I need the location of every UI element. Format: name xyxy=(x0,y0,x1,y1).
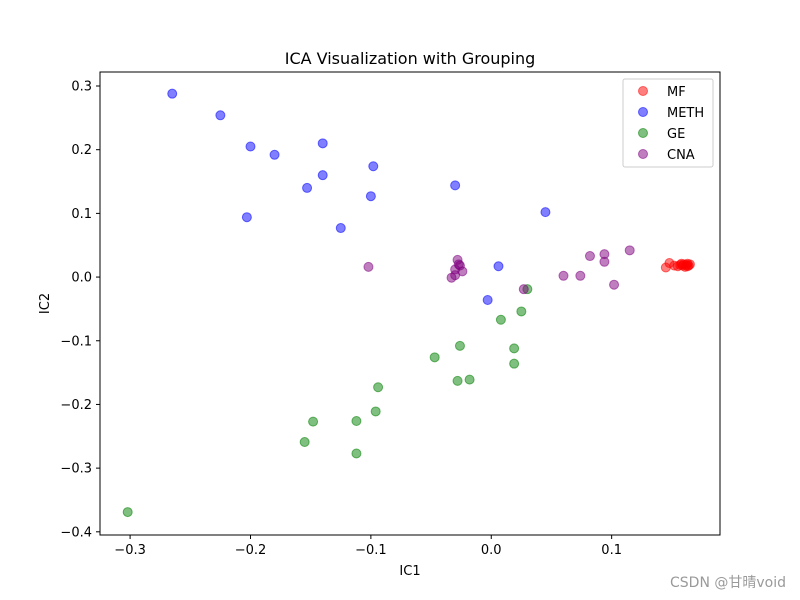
data-point-mf xyxy=(676,258,687,269)
legend-box xyxy=(622,78,714,168)
data-point-ge xyxy=(509,358,520,369)
legend-label-mf: MF xyxy=(667,85,686,100)
legend-label-ge: GE xyxy=(667,127,685,142)
data-point-cna xyxy=(575,270,586,281)
x-tick-label: −0.3 xyxy=(114,543,146,558)
y-axis-label: IC2 xyxy=(38,293,53,314)
data-point-ge xyxy=(308,416,319,427)
data-point-ge xyxy=(516,306,527,317)
legend-marker-meth xyxy=(638,107,648,117)
legend-item-cna: CNA xyxy=(638,148,695,163)
data-point-cna xyxy=(363,261,374,272)
data-point-meth xyxy=(365,191,376,202)
data-point-ge xyxy=(351,448,362,459)
y-axis-ticks: −0.4 −0.3 −0.2 −0.1 0.0 0.1 0.2 0.3 xyxy=(60,80,100,540)
data-point-ge xyxy=(370,406,381,417)
legend-item-meth: METH xyxy=(638,106,704,121)
data-point-meth xyxy=(493,261,504,272)
x-tick-label: −0.1 xyxy=(355,543,387,558)
x-tick-label: 0.1 xyxy=(601,543,622,558)
data-point-meth xyxy=(335,223,346,234)
data-point-meth xyxy=(540,207,551,218)
data-point-ge xyxy=(464,374,475,385)
legend: MF METH GE CNA xyxy=(622,78,714,168)
legend-marker-mf xyxy=(638,86,648,96)
data-point-ge xyxy=(351,416,362,427)
data-point-meth xyxy=(241,212,252,223)
legend-item-mf: MF xyxy=(638,85,686,100)
x-tick-label: 0.0 xyxy=(481,543,502,558)
data-point-cna xyxy=(599,256,610,267)
data-point-ge xyxy=(373,382,384,393)
y-tick-label: 0.0 xyxy=(71,271,92,286)
data-point-meth xyxy=(317,170,328,181)
data-point-meth xyxy=(245,141,256,152)
data-point-ge xyxy=(299,437,310,448)
data-point-meth xyxy=(317,138,328,149)
chart-title: ICA Visualization with Grouping xyxy=(285,49,536,68)
data-point-meth xyxy=(450,180,461,191)
data-point-ge xyxy=(495,314,506,325)
data-point-cna xyxy=(446,272,457,283)
series-cna xyxy=(363,245,635,295)
data-point-meth xyxy=(368,161,379,172)
watermark-text: CSDN @甘晴void xyxy=(670,575,786,591)
data-point-cna xyxy=(518,284,529,295)
legend-marker-ge xyxy=(638,128,648,138)
x-axis-label: IC1 xyxy=(399,564,420,579)
y-tick-label: 0.1 xyxy=(71,207,92,222)
series-mf xyxy=(660,258,695,273)
legend-label-cna: CNA xyxy=(667,148,695,163)
y-tick-label: −0.3 xyxy=(60,462,92,477)
y-tick-label: −0.2 xyxy=(60,398,92,413)
data-point-meth xyxy=(482,294,493,305)
points-layer xyxy=(122,88,695,518)
plot-background xyxy=(100,72,720,535)
series-ge xyxy=(122,284,533,518)
legend-item-ge: GE xyxy=(638,127,685,142)
data-point-cna xyxy=(584,251,595,262)
data-point-meth xyxy=(302,182,313,193)
legend-marker-cna xyxy=(638,149,648,159)
data-point-ge xyxy=(452,375,463,386)
data-point-cna xyxy=(609,279,620,290)
data-point-ge xyxy=(509,343,520,354)
data-point-meth xyxy=(215,110,226,121)
data-point-ge xyxy=(429,352,440,363)
data-point-cna xyxy=(558,270,569,281)
x-axis-ticks: −0.3 −0.2 −0.1 0.0 0.1 xyxy=(114,535,622,558)
y-tick-label: −0.1 xyxy=(60,334,92,349)
data-point-ge xyxy=(454,340,465,351)
data-point-cna xyxy=(624,245,635,256)
x-tick-label: −0.2 xyxy=(235,543,267,558)
data-point-meth xyxy=(269,149,280,160)
plot-frame xyxy=(99,71,721,536)
y-tick-label: 0.3 xyxy=(71,80,92,95)
data-point-meth xyxy=(167,88,178,99)
data-point-ge xyxy=(122,507,133,518)
series-meth xyxy=(167,88,551,305)
legend-label-meth: METH xyxy=(667,106,704,121)
legend-items: MF METH GE CNA xyxy=(638,85,704,163)
y-tick-label: 0.2 xyxy=(71,143,92,158)
y-tick-label: −0.4 xyxy=(60,525,92,540)
